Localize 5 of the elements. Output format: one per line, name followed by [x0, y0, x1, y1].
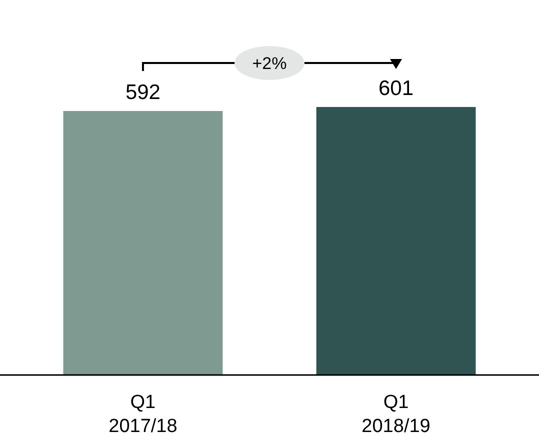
data-label: 592	[125, 81, 160, 104]
text: +2%	[252, 54, 287, 73]
data-label: 601	[378, 77, 414, 100]
x-tick-label: Q1 2018/19	[362, 392, 430, 437]
x-tick-label: Q1 2017/18	[108, 392, 178, 437]
